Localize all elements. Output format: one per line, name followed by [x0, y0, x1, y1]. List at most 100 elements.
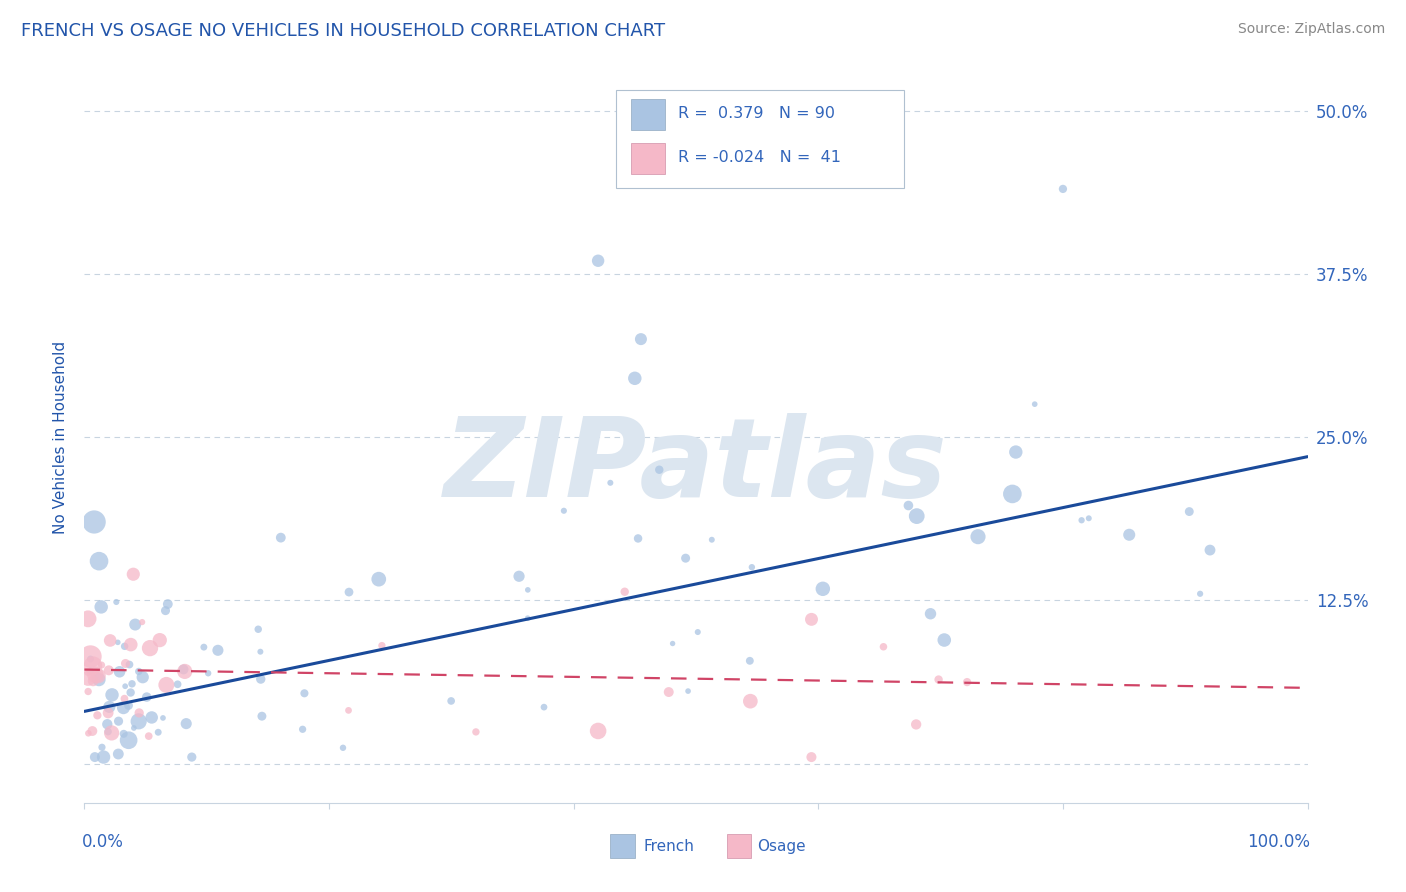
Point [586, 253, 609, 268]
Point [118, 657, 141, 672]
Point [250, 709, 273, 723]
Point [86, 708, 108, 723]
Point [1004, 445, 1026, 459]
Point [675, 551, 697, 566]
Point [135, 690, 157, 704]
Point [337, 585, 360, 599]
Point [440, 694, 463, 708]
Point [122, 567, 145, 582]
Point [114, 691, 136, 706]
Point [905, 509, 928, 524]
Point [107, 714, 129, 728]
Point [800, 612, 823, 626]
Point [624, 371, 647, 385]
Text: R =  0.379   N = 90: R = 0.379 N = 90 [678, 106, 835, 121]
Point [77, 671, 100, 685]
Point [107, 635, 129, 649]
Point [1001, 487, 1024, 501]
Point [97, 724, 120, 739]
Point [740, 694, 762, 708]
Point [77, 726, 100, 740]
Point [120, 685, 142, 699]
Point [956, 675, 979, 690]
Point [124, 617, 146, 632]
Point [294, 686, 316, 700]
Point [173, 665, 195, 679]
Point [1077, 511, 1099, 525]
Point [508, 569, 530, 583]
Point [872, 640, 894, 654]
Point [122, 721, 145, 735]
Point [920, 607, 942, 621]
Point [87, 554, 110, 568]
Point [128, 706, 150, 720]
Point [82, 724, 104, 739]
Point [117, 733, 139, 747]
Point [149, 633, 172, 648]
Text: ZIPatlas: ZIPatlas [444, 413, 948, 520]
Point [97, 706, 120, 720]
Point [87, 673, 110, 687]
Bar [631, 143, 665, 174]
Point [180, 750, 202, 764]
Point [152, 711, 174, 725]
Point [101, 688, 124, 702]
Point [79, 652, 101, 666]
Bar [631, 99, 665, 130]
Point [661, 636, 683, 650]
Point [107, 747, 129, 761]
Point [599, 475, 621, 490]
Point [928, 673, 950, 687]
Point [131, 615, 153, 629]
Point [291, 723, 314, 737]
FancyBboxPatch shape [616, 90, 904, 188]
Point [249, 645, 271, 659]
Point [84, 667, 107, 682]
Point [553, 504, 575, 518]
Point [117, 698, 139, 713]
Point [630, 332, 652, 346]
Point [114, 657, 136, 671]
Point [82, 658, 104, 673]
Text: 100.0%: 100.0% [1247, 833, 1310, 851]
Point [658, 685, 681, 699]
Y-axis label: No Vehicles in Household: No Vehicles in Household [53, 341, 69, 533]
Point [174, 716, 197, 731]
Point [367, 572, 389, 586]
Point [811, 582, 834, 596]
Point [516, 611, 538, 625]
Point [93, 750, 115, 764]
Point [586, 723, 609, 738]
Text: FRENCH VS OSAGE NO VEHICLES IN HOUSEHOLD CORRELATION CHART: FRENCH VS OSAGE NO VEHICLES IN HOUSEHOLD… [21, 22, 665, 40]
Point [166, 677, 188, 691]
Point [77, 665, 100, 679]
Bar [727, 834, 751, 858]
Point [905, 717, 928, 731]
Point [114, 679, 136, 693]
Point [193, 640, 215, 654]
Point [139, 641, 162, 656]
Point [627, 532, 650, 546]
Bar [610, 834, 634, 858]
Point [741, 560, 763, 574]
Point [98, 633, 121, 648]
Point [897, 499, 920, 513]
Point [700, 533, 723, 547]
Point [128, 665, 150, 679]
Point [77, 684, 100, 698]
Point [100, 726, 122, 740]
Point [516, 582, 538, 597]
Point [98, 699, 121, 714]
Point [121, 677, 143, 691]
Point [648, 463, 671, 477]
Text: 0.0%: 0.0% [82, 833, 124, 851]
Point [173, 662, 195, 676]
Text: R = -0.024   N =  41: R = -0.024 N = 41 [678, 150, 841, 165]
Point [337, 703, 360, 717]
Point [138, 729, 160, 743]
Point [105, 595, 128, 609]
Point [247, 622, 270, 636]
Point [141, 710, 163, 724]
Point [371, 639, 394, 653]
Point [90, 658, 112, 673]
